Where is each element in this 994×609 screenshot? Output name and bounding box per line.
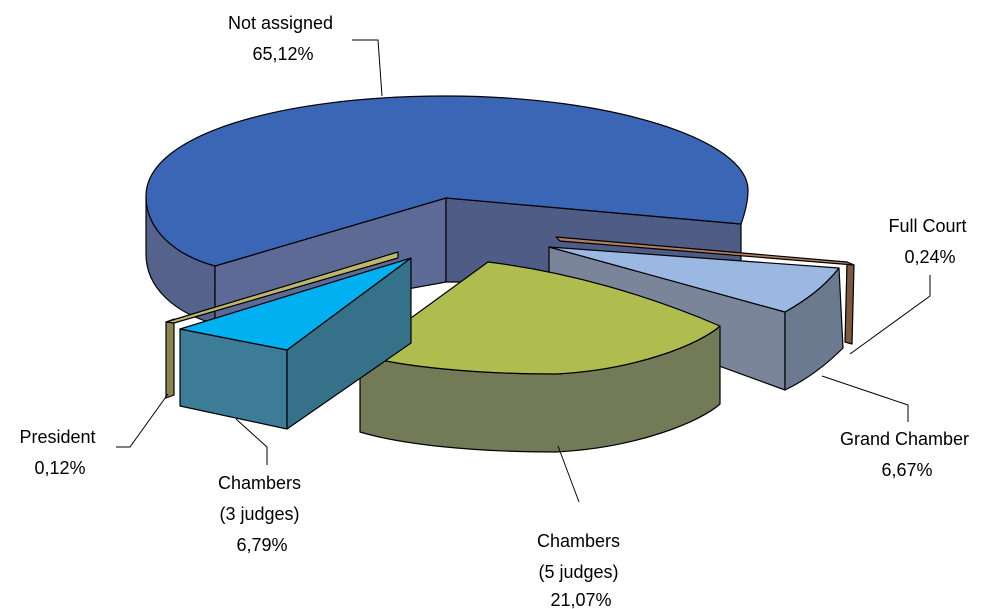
label-chambers-5-name: Chambers bbox=[537, 531, 620, 551]
label-chambers-5-sub: (5 judges) bbox=[538, 562, 618, 582]
label-grand-chamber: Grand Chamber 6,67% bbox=[840, 429, 974, 480]
label-not-assigned-name: Not assigned bbox=[228, 13, 333, 33]
leader-not-assigned bbox=[352, 39, 383, 97]
slice-chambers-3-top bbox=[179, 257, 412, 351]
slice-chambers-3 bbox=[179, 257, 412, 430]
leader-president bbox=[116, 393, 169, 448]
slice-president bbox=[165, 251, 399, 399]
label-full-court-name: Full Court bbox=[888, 216, 966, 236]
label-chambers-3-sub: (3 judges) bbox=[219, 504, 299, 524]
slice-full-court-top bbox=[555, 236, 855, 266]
label-grand-chamber-value: 6,67% bbox=[881, 460, 932, 480]
slice-chambers-5 bbox=[359, 261, 721, 453]
leader-chambers-3 bbox=[235, 418, 268, 465]
label-president: President 0,12% bbox=[19, 427, 100, 478]
leader-chambers-5 bbox=[557, 445, 580, 503]
leader-grand-chamber bbox=[821, 375, 909, 422]
label-president-name: President bbox=[19, 427, 95, 447]
slice-president-top bbox=[165, 251, 399, 324]
label-not-assigned: Not assigned 65,12% bbox=[228, 13, 338, 64]
label-not-assigned-value: 65,12% bbox=[252, 44, 313, 64]
slice-full-court-side bbox=[844, 261, 855, 345]
label-full-court-value: 0,24% bbox=[904, 247, 955, 267]
label-full-court: Full Court 0,24% bbox=[888, 216, 971, 267]
slice-full-court bbox=[555, 236, 855, 345]
label-chambers-5-value: 21,07% bbox=[550, 590, 611, 609]
label-president-value: 0,12% bbox=[34, 458, 85, 478]
slice-not-assigned-top bbox=[145, 95, 749, 267]
leader-full-court bbox=[849, 275, 931, 355]
label-grand-chamber-name: Grand Chamber bbox=[840, 429, 969, 449]
slice-president-side bbox=[165, 318, 175, 399]
label-chambers-5: Chambers (5 judges) 21,07% bbox=[537, 531, 625, 609]
label-chambers-3-value: 6,79% bbox=[236, 535, 287, 555]
label-chambers-3: Chambers (3 judges) 6,79% bbox=[218, 473, 306, 555]
slice-grand-chamber-top bbox=[548, 246, 840, 313]
slice-chambers-5-top bbox=[359, 261, 721, 375]
label-chambers-3-name: Chambers bbox=[218, 473, 301, 493]
